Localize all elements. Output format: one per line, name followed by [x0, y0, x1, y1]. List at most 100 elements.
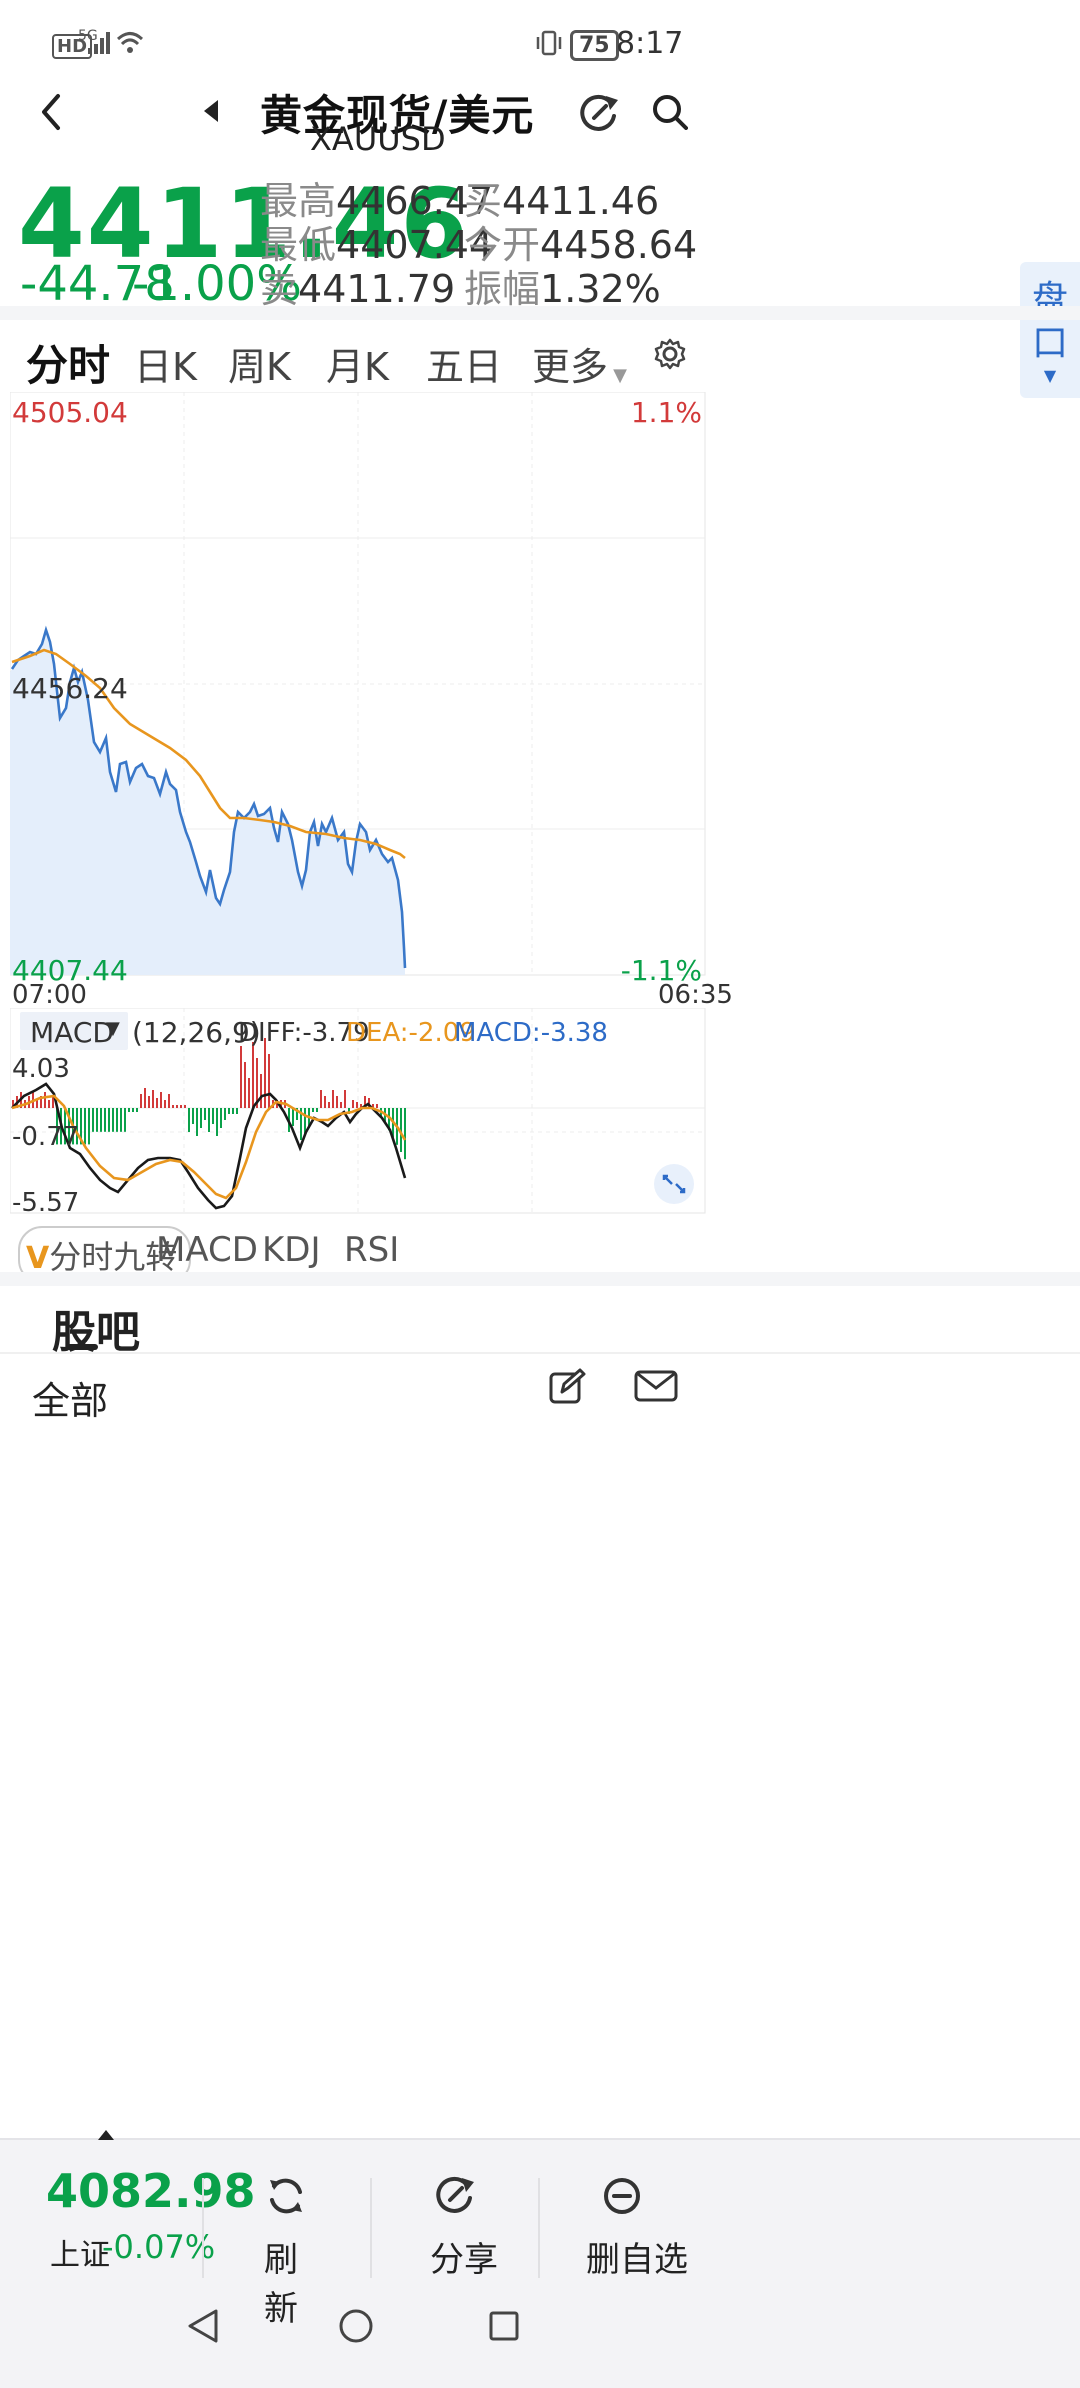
minus-circle-icon [604, 2178, 640, 2214]
tab-kdj[interactable]: KDJ [262, 1230, 321, 1270]
macd-histogram-bar [268, 1054, 270, 1108]
clock: 8:17 [616, 26, 684, 61]
macd-histogram-bar [232, 1108, 234, 1114]
macd-histogram-bar [224, 1108, 226, 1120]
stat-value: 4466.47 [336, 179, 494, 223]
tab-macd[interactable]: MACD [156, 1230, 258, 1270]
remove-watchlist-button[interactable]: 删自选 [580, 2168, 690, 2288]
divider [0, 1352, 1080, 1354]
macd-dea-value: DEA:-2.09 [346, 1018, 476, 1048]
caret-down-icon: ▼ [613, 365, 627, 386]
macd-histogram-bar [124, 1108, 126, 1132]
tab-daily-k[interactable]: 日K [134, 345, 197, 389]
macd-histogram-bar [188, 1108, 190, 1132]
macd-histogram-bar [352, 1100, 354, 1108]
macd-histogram-bar [68, 1108, 70, 1145]
stat-value: 4407.44 [336, 223, 494, 267]
macd-histogram-bar [248, 1078, 250, 1108]
nav-recents-icon[interactable] [488, 2310, 520, 2342]
caret-down-icon: ▼ [106, 1018, 120, 1039]
expand-chart-button[interactable] [654, 1164, 694, 1204]
share-button[interactable]: 分享 [408, 2168, 498, 2288]
macd-histogram-bar [208, 1108, 210, 1132]
tab-rsi[interactable]: RSI [344, 1230, 400, 1270]
section-divider [0, 306, 1080, 320]
macd-histogram-bar [264, 1038, 266, 1108]
macd-histogram-bar [84, 1108, 86, 1145]
pct-min-label: -1.1% [620, 954, 702, 987]
compose-icon[interactable] [548, 1366, 588, 1406]
macd-histogram-bar [300, 1108, 302, 1140]
tab-more[interactable]: 更多 ▼ [532, 336, 627, 391]
macd-histogram-bar [364, 1096, 366, 1108]
tab-intraday[interactable]: 分时 [26, 341, 111, 390]
tab-monthly-k[interactable]: 月K [326, 345, 389, 389]
macd-histogram-bar [332, 1090, 334, 1108]
macd-histogram-bar [172, 1105, 174, 1108]
y-axis-min-label: 4407.44 [12, 954, 128, 987]
nav-back-icon[interactable] [186, 2308, 220, 2344]
macd-histogram-bar [312, 1108, 314, 1112]
index-value: 4082.98 [46, 2164, 256, 2218]
macd-histogram-bar [164, 1100, 166, 1108]
macd-histogram-bar [64, 1108, 66, 1145]
forum-title[interactable]: 股吧 [52, 1307, 140, 1358]
macd-histogram-bar [180, 1105, 182, 1108]
index-ticker[interactable]: 4082.98 上证 -0.07% [40, 2156, 256, 2296]
macd-histogram-bar [12, 1100, 14, 1108]
section-divider [0, 1272, 1080, 1286]
macd-histogram-bar [296, 1108, 298, 1120]
macd-histogram-bar [36, 1100, 38, 1108]
search-icon[interactable] [652, 94, 688, 130]
macd-histogram-bar [356, 1102, 358, 1108]
expand-icon [662, 1174, 686, 1194]
macd-y-top-label: 4.03 [12, 1054, 70, 1084]
chart-gridlines [10, 392, 705, 975]
macd-histogram-bar [144, 1088, 146, 1108]
macd-histogram-bar [236, 1108, 238, 1114]
indicator-selector[interactable]: MACD ▼ [20, 1012, 128, 1050]
macd-histogram-bar [276, 1100, 278, 1108]
nav-home-icon[interactable] [338, 2308, 374, 2344]
tab-more-label: 更多 [532, 345, 609, 389]
macd-histogram-bar [400, 1108, 402, 1152]
refresh-button[interactable]: 刷新 [240, 2168, 330, 2329]
current-price: 4411.46 [18, 168, 470, 280]
stat-label: 卖 [260, 267, 299, 311]
macd-histogram-bar [204, 1108, 206, 1120]
macd-histogram-bar [196, 1108, 198, 1136]
stat-amplitude: 振幅1.32% [464, 258, 661, 313]
toolbar-border [0, 2138, 1080, 2140]
stat-bid: 买4411.46 [464, 170, 659, 225]
macd-histogram-bar [372, 1104, 374, 1108]
stat-value: 1.32% [540, 267, 661, 311]
previous-item-icon[interactable] [200, 96, 220, 126]
order-book-button[interactable]: 盘 口 ▼ [1020, 262, 1080, 398]
macd-histogram-bar [200, 1108, 202, 1128]
tab-five-day[interactable]: 五日 [426, 345, 503, 389]
share-arrow-icon[interactable] [580, 92, 620, 136]
macd-histogram-bar [256, 1058, 258, 1108]
refresh-label: 刷新 [264, 2240, 298, 2329]
back-arrow-icon[interactable] [36, 90, 66, 134]
toolbar-separator [202, 2178, 204, 2278]
y-axis-mid-label: 4456.24 [12, 672, 128, 705]
stat-label: 最低 [260, 223, 337, 267]
macd-histogram-bar [96, 1108, 98, 1132]
macd-histogram-bar [80, 1108, 82, 1145]
macd-histogram-bar [176, 1105, 178, 1108]
x-axis-end-label: 06:35 [658, 980, 733, 1010]
mail-icon[interactable] [634, 1370, 678, 1402]
intraday-price-chart[interactable] [10, 392, 706, 976]
macd-histogram-bar [100, 1108, 102, 1132]
toolbar-separator [538, 2178, 540, 2278]
tab-weekly-k[interactable]: 周K [228, 345, 291, 389]
macd-y-bottom-label: -5.57 [12, 1188, 80, 1218]
v-badge-icon: V [26, 1241, 50, 1276]
forum-filter-all[interactable]: 全部 [32, 1379, 109, 1423]
wifi-icon [116, 32, 144, 53]
hd-badge: HD [52, 34, 93, 59]
macd-histogram-bar [152, 1090, 154, 1108]
gear-icon[interactable] [654, 338, 686, 370]
macd-histogram-bar [320, 1090, 322, 1108]
